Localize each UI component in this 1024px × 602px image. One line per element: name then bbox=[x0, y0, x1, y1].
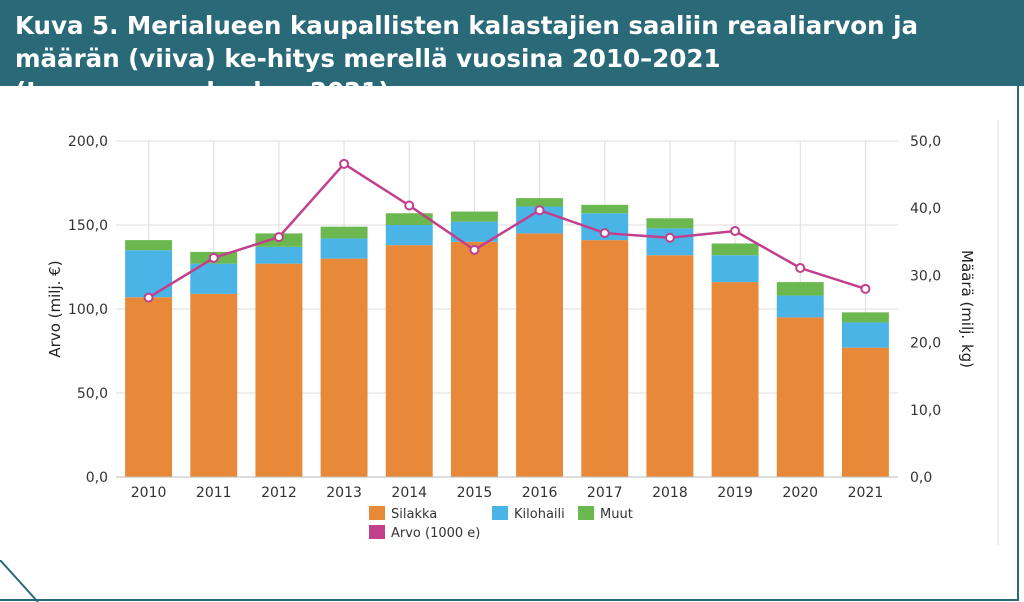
legend-label: Arvo (1000 e) bbox=[391, 526, 480, 541]
legend-swatch bbox=[492, 506, 508, 520]
line-layer bbox=[143, 158, 871, 303]
bar-silakka-2017 bbox=[581, 240, 629, 477]
point-arvo-2018 bbox=[664, 232, 675, 243]
y-tick-label: 0,0 bbox=[86, 470, 108, 486]
bar-muut-2021 bbox=[841, 312, 889, 323]
y2-axis-title: Määrä (milj. kg) bbox=[958, 250, 976, 368]
x-tick-label: 2018 bbox=[652, 485, 688, 501]
bar-silakka-2016 bbox=[516, 233, 564, 477]
bar-silakka-2014 bbox=[385, 245, 433, 477]
bar-kilohaili-2020 bbox=[776, 295, 824, 318]
figure-title: Kuva 5. Merialueen kaupallisten kalastaj… bbox=[15, 11, 919, 106]
bar-muut-2020 bbox=[776, 282, 824, 296]
point-arvo-2019 bbox=[730, 226, 741, 237]
frame-corner bbox=[0, 560, 39, 602]
point-arvo-2010 bbox=[143, 292, 154, 303]
y-tick-label: 200,0 bbox=[68, 134, 108, 150]
y2-tick-label: 10,0 bbox=[910, 403, 941, 419]
bar-muut-2013 bbox=[320, 226, 368, 239]
legend-item-muut: Muut bbox=[578, 506, 633, 522]
point-arvo-2013 bbox=[339, 158, 350, 169]
bar-muut-2016 bbox=[516, 198, 564, 207]
y2-tick-label: 20,0 bbox=[910, 336, 941, 352]
point-arvo-2014 bbox=[404, 200, 415, 211]
y-axis-title: Arvo (milj. €) bbox=[46, 260, 64, 357]
chart-frame bbox=[0, 86, 1019, 601]
bar-kilohaili-2014 bbox=[385, 225, 433, 246]
bar-silakka-2021 bbox=[841, 347, 889, 477]
x-tick-label: 2017 bbox=[587, 485, 623, 501]
x-tick-label: 2011 bbox=[196, 485, 232, 501]
legend-label: Silakka bbox=[391, 507, 437, 522]
bar-kilohaili-2019 bbox=[711, 255, 759, 283]
bar-muut-2014 bbox=[385, 213, 433, 225]
x-tick-label: 2014 bbox=[391, 485, 427, 501]
bar-kilohaili-2021 bbox=[841, 322, 889, 348]
point-arvo-2012 bbox=[273, 232, 284, 243]
y-tick-label: 100,0 bbox=[68, 302, 108, 318]
bar-kilohaili-2010 bbox=[125, 250, 173, 298]
legend-item-arvo-1000-e-: Arvo (1000 e) bbox=[369, 525, 480, 541]
y2-tick-label: 50,0 bbox=[910, 134, 941, 150]
bar-muut-2017 bbox=[581, 204, 629, 214]
bar-muut-2018 bbox=[646, 218, 694, 229]
line-arvo bbox=[147, 162, 866, 299]
point-arvo-2011 bbox=[208, 252, 219, 263]
x-tick-label: 2010 bbox=[131, 485, 167, 501]
bar-kilohaili-2015 bbox=[450, 221, 498, 242]
legend-swatch bbox=[369, 506, 385, 520]
legend-label: Muut bbox=[600, 507, 633, 522]
bar-muut-2019 bbox=[711, 243, 759, 256]
bar-kilohaili-2012 bbox=[255, 246, 303, 264]
point-arvo-2016 bbox=[534, 205, 545, 216]
legend-item-kilohaili: Kilohaili bbox=[492, 506, 565, 522]
x-tick-label: 2013 bbox=[326, 485, 362, 501]
point-arvo-2015 bbox=[469, 244, 480, 255]
legend-swatch bbox=[369, 525, 385, 539]
bar-silakka-2018 bbox=[646, 255, 694, 477]
y-tick-label: 150,0 bbox=[68, 218, 108, 234]
legend-swatch bbox=[578, 506, 594, 520]
legend-label: Kilohaili bbox=[514, 507, 565, 522]
point-arvo-2021 bbox=[860, 283, 871, 294]
bar-silakka-2010 bbox=[125, 297, 173, 477]
bar-muut-2010 bbox=[125, 240, 173, 251]
axis-layer: 0,0 50,0 100,0 150,0 200,0 0,0 10,0 20,0 30,0 40,… bbox=[68, 134, 941, 501]
bar-silakka-2012 bbox=[255, 263, 303, 477]
bar-silakka-2011 bbox=[190, 293, 238, 477]
y2-tick-label: 30,0 bbox=[910, 268, 941, 284]
y2-tick-label: 40,0 bbox=[910, 201, 941, 217]
x-tick-label: 2019 bbox=[717, 485, 753, 501]
x-tick-label: 2020 bbox=[782, 485, 818, 501]
x-tick-label: 2021 bbox=[848, 485, 884, 501]
y2-tick-label: 0,0 bbox=[910, 470, 932, 486]
legend-item-silakka: Silakka bbox=[369, 506, 437, 522]
bar-layer bbox=[125, 198, 889, 477]
x-tick-label: 2012 bbox=[261, 485, 297, 501]
point-arvo-2017 bbox=[599, 228, 610, 239]
point-arvo-2020 bbox=[795, 263, 806, 274]
bar-silakka-2013 bbox=[320, 258, 368, 477]
bar-kilohaili-2013 bbox=[320, 238, 368, 259]
bar-silakka-2020 bbox=[776, 317, 824, 477]
x-tick-label: 2015 bbox=[457, 485, 493, 501]
y-tick-label: 50,0 bbox=[77, 386, 108, 402]
x-tick-label: 2016 bbox=[522, 485, 558, 501]
figure-header: Kuva 5. Merialueen kaupallisten kalastaj… bbox=[0, 0, 1024, 106]
bar-silakka-2019 bbox=[711, 282, 759, 477]
bar-silakka-2015 bbox=[450, 241, 498, 477]
bar-muut-2015 bbox=[450, 211, 498, 222]
legend: Silakka Kilohaili Muut Arvo (1000 e) bbox=[369, 506, 633, 541]
